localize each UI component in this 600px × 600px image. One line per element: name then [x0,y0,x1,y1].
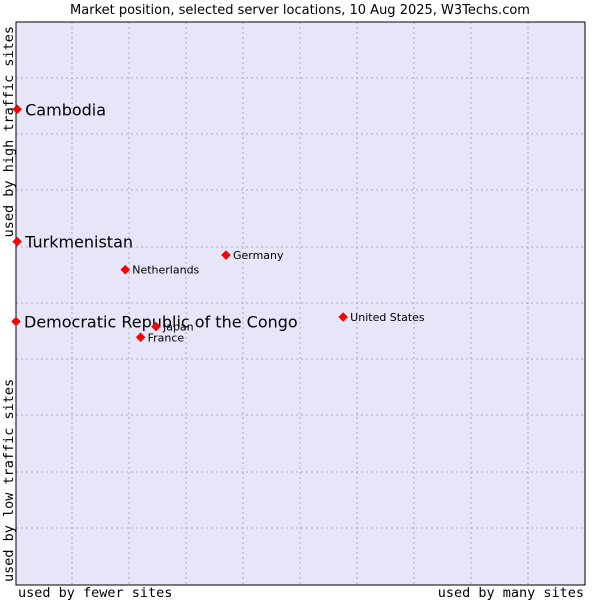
x-axis-label-left: used by fewer sites [18,585,172,600]
point-marker-united-states [338,312,349,322]
point-label-united-states: United States [350,311,425,324]
x-axis-label-right: used by many sites [438,585,584,600]
point-label-cambodia: Cambodia [25,100,106,119]
point-marker-democratic-republic-of-the-congo [11,316,21,327]
point-label-france: France [148,331,185,344]
point-marker-japan [151,321,161,332]
y-axis-label-bottom: used by low traffic sites [1,379,17,582]
point-label-netherlands: Netherlands [132,264,199,277]
point-label-germany: Germany [233,249,284,262]
point-label-democratic-republic-of-the-congo: Democratic Republic of the Congo [24,313,298,332]
point-marker-germany [221,250,231,260]
point-marker-netherlands [120,264,131,275]
point-marker-france [135,332,146,343]
point-marker-turkmenistan [12,236,22,247]
y-axis-label-top: used by high traffic sites [1,26,17,237]
data-points: Cambodia Turkmenistan Democratic Republic … [11,100,425,344]
grid [16,22,585,585]
point-marker-cambodia [12,104,22,115]
point-label-turkmenistan: Turkmenistan [24,233,133,252]
point-label-japan: Japan [162,321,194,334]
chart-title: Market position, selected server locatio… [70,3,530,18]
plot-border [15,21,586,586]
